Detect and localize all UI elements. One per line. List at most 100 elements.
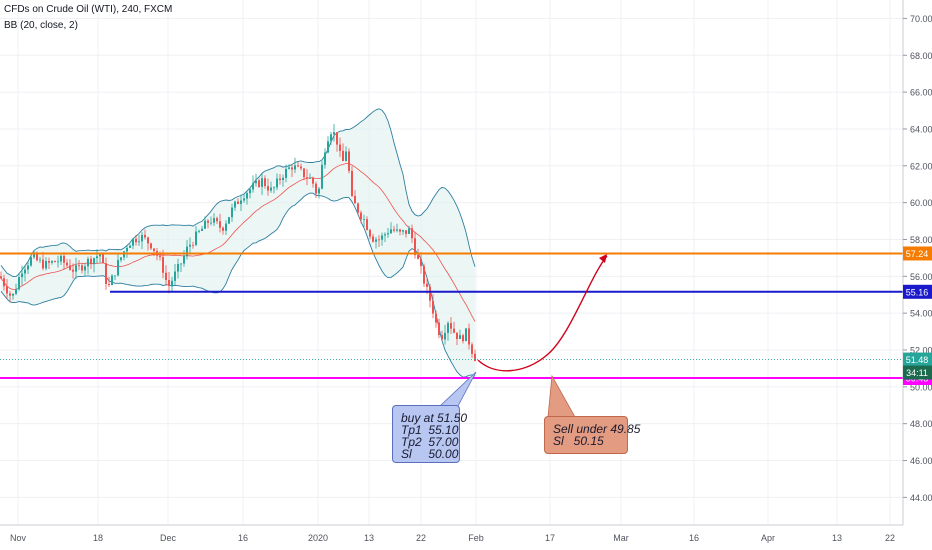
sell-note[interactable]: Sell under 49.85 Sl 50.15 — [544, 416, 640, 454]
last-price-label: 51.48 — [906, 355, 929, 365]
candle-body — [423, 266, 425, 284]
candle-body — [168, 280, 170, 286]
candle-body — [336, 132, 338, 145]
candle-body — [333, 132, 335, 135]
level-tag — [903, 284, 932, 299]
candle-body — [339, 144, 341, 151]
candle-body — [171, 280, 173, 286]
candle-body — [255, 180, 257, 184]
countdown-label: 34:11 — [906, 368, 928, 378]
candle-body — [384, 234, 386, 236]
candle-body — [429, 286, 431, 301]
candle-body — [291, 167, 293, 170]
indicator-label[interactable]: BB (20, close, 2) — [4, 20, 78, 31]
y-tick-label: 68.00 — [910, 51, 932, 61]
candle-body — [390, 229, 392, 234]
candle-body — [96, 256, 98, 259]
candle-body — [27, 265, 29, 270]
x-tick-label: 16 — [238, 533, 248, 543]
candle-body — [129, 245, 131, 248]
candle-body — [249, 189, 251, 194]
candle-body — [408, 228, 410, 234]
level-tag-label: 55.16 — [906, 287, 929, 297]
candle-body — [9, 293, 11, 296]
candle-body — [69, 265, 71, 270]
y-tick-label: 54.00 — [910, 309, 932, 319]
candle-body — [234, 201, 236, 208]
projection-arrow[interactable] — [477, 254, 608, 372]
level-tag — [903, 246, 932, 261]
horizontal-levels[interactable] — [0, 252, 903, 379]
candle-body — [348, 151, 350, 171]
y-tick-label: 50.00 — [910, 382, 932, 392]
candle-body — [246, 193, 248, 199]
candle-body — [186, 246, 188, 256]
y-tick-label: 70.00 — [910, 14, 932, 24]
y-tick-label: 46.00 — [910, 456, 932, 466]
candle-body — [399, 229, 401, 232]
x-tick-label: 22 — [416, 533, 426, 543]
candle-body — [228, 217, 230, 224]
buy-note[interactable]: buy at 51.50 Tp1 55.10 Tp2 57.00 Sl 50.0… — [392, 405, 467, 463]
candle-body — [441, 334, 443, 340]
candle-body — [198, 230, 200, 232]
candle-body — [3, 278, 5, 287]
band-fill — [1, 108, 475, 378]
candle-body — [75, 265, 77, 272]
candle-body — [465, 328, 467, 342]
y-tick-label: 44.00 — [910, 493, 932, 503]
candle-body — [327, 141, 329, 153]
candle-body — [396, 229, 398, 231]
arrow-head[interactable] — [599, 254, 607, 264]
candle-body — [132, 238, 134, 246]
candle-body — [279, 178, 281, 180]
candle-body — [213, 218, 215, 223]
candle-body — [459, 335, 461, 339]
candle-body — [147, 237, 149, 244]
y-tick-label: 66.00 — [910, 88, 932, 98]
candle-body — [381, 235, 383, 240]
candle-body — [18, 277, 20, 290]
candle-body — [285, 168, 287, 178]
candle-body — [174, 271, 176, 281]
x-tick-label: 13 — [364, 533, 374, 543]
candle-body — [321, 164, 323, 189]
basis-line — [0, 163, 476, 322]
x-tick-label: Dec — [160, 533, 177, 543]
candle-body — [201, 228, 203, 231]
projection-curve[interactable] — [477, 255, 608, 372]
x-tick-label: 22 — [885, 533, 895, 543]
candle-body — [393, 229, 395, 231]
buy-note-line: Sl 50.00 — [401, 447, 459, 461]
candle-body — [375, 239, 377, 242]
candle-body — [420, 258, 422, 267]
candle-body — [351, 170, 353, 196]
candle-body — [66, 262, 68, 266]
candle-body — [471, 344, 473, 354]
candle-body — [447, 323, 449, 333]
candle-body — [93, 258, 95, 265]
candle-body — [126, 247, 128, 252]
candle-body — [114, 275, 116, 277]
candle-body — [141, 234, 143, 242]
candle-body — [315, 183, 317, 194]
x-tick-label: 17 — [545, 533, 555, 543]
candle-body — [366, 219, 368, 230]
candle-body — [231, 207, 233, 218]
candle-body — [342, 150, 344, 162]
candle-body — [456, 332, 458, 339]
candle-body — [405, 230, 407, 234]
candle-body — [51, 261, 53, 263]
price-axis[interactable]: 44.00 46.00 48.00 50.00 52.00 54.00 56.00 58.00… — [903, 14, 932, 503]
candle-body — [240, 200, 242, 204]
candle-body — [78, 265, 80, 267]
time-axis[interactable]: Nov 18 Dec 16 2020 13 22 Feb 17 Mar 16 Apr 13 22 — [10, 533, 895, 543]
sell-note-line: Sl 50.15 — [553, 434, 604, 448]
candle-body — [162, 257, 164, 273]
y-tick-label: 52.00 — [910, 346, 932, 356]
candle-body — [438, 322, 440, 335]
candle-body — [300, 166, 302, 169]
candle-body — [222, 227, 224, 231]
